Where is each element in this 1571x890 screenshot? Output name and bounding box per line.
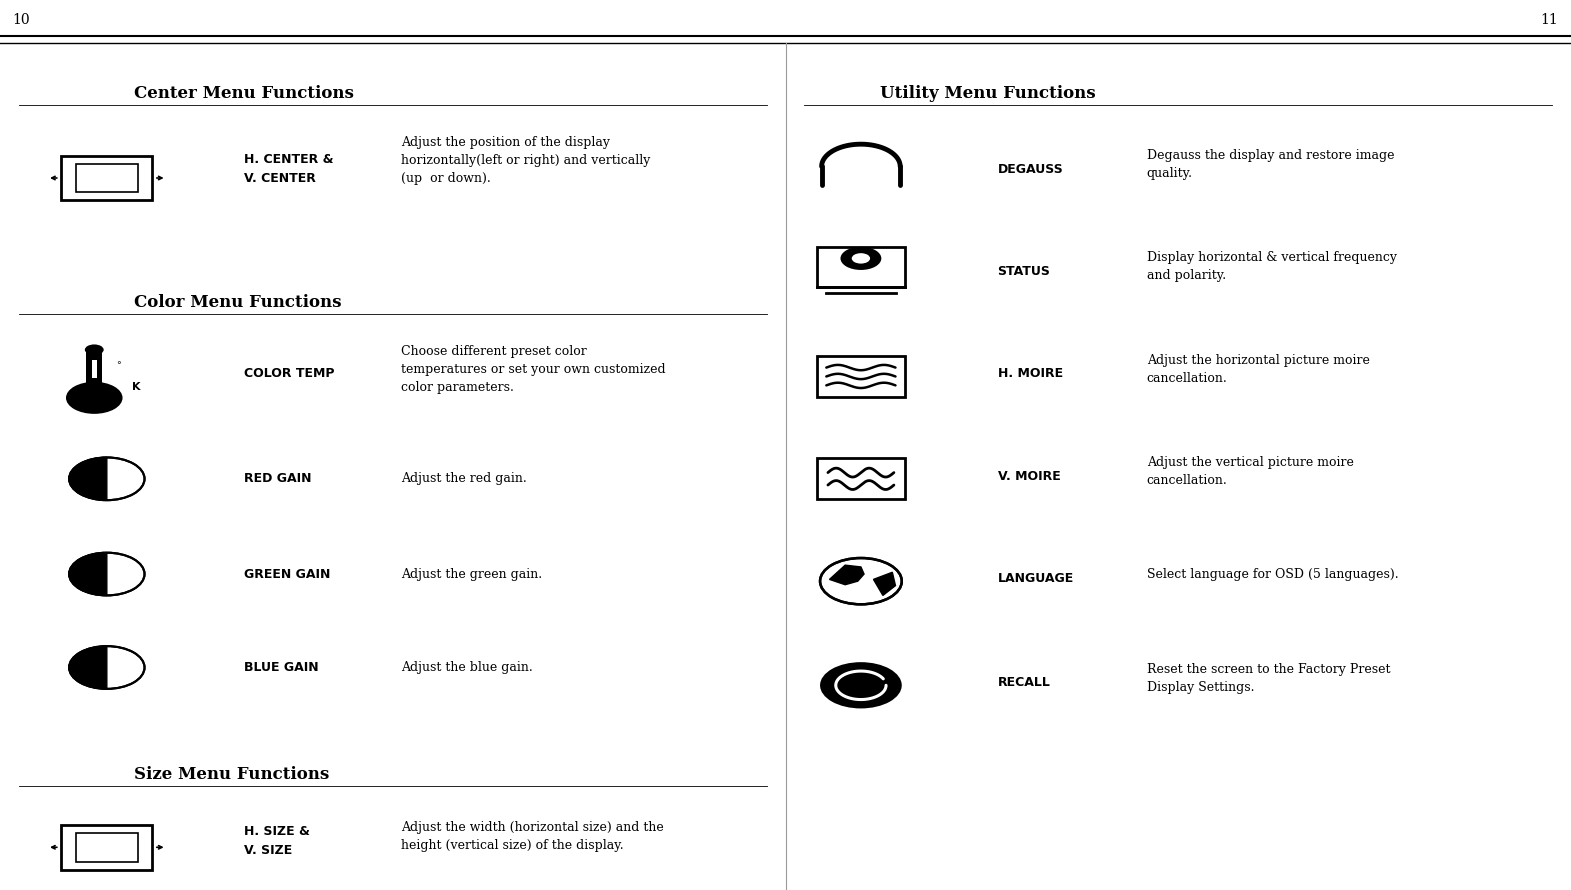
FancyBboxPatch shape — [817, 356, 905, 397]
Text: Adjust the position of the display
horizontally(left or right) and vertically
(u: Adjust the position of the display horiz… — [401, 135, 650, 185]
Text: H. CENTER &
V. CENTER: H. CENTER & V. CENTER — [244, 153, 333, 185]
Text: DEGAUSS: DEGAUSS — [998, 163, 1064, 175]
Text: RED GAIN: RED GAIN — [244, 473, 311, 485]
Polygon shape — [69, 646, 107, 689]
Text: Reset the screen to the Factory Preset
Display Settings.: Reset the screen to the Factory Preset D… — [1147, 663, 1390, 693]
Text: Choose different preset color
temperatures or set your own customized
color para: Choose different preset color temperatur… — [401, 344, 665, 394]
Circle shape — [820, 558, 902, 604]
Text: Color Menu Functions: Color Menu Functions — [134, 294, 341, 311]
FancyBboxPatch shape — [75, 164, 138, 192]
Circle shape — [85, 344, 104, 355]
Text: V. MOIRE: V. MOIRE — [998, 470, 1060, 482]
Text: LANGUAGE: LANGUAGE — [998, 572, 1075, 585]
Circle shape — [851, 253, 870, 263]
Text: Adjust the red gain.: Adjust the red gain. — [401, 473, 526, 485]
Circle shape — [69, 553, 145, 595]
Text: Adjust the blue gain.: Adjust the blue gain. — [401, 661, 533, 674]
Text: Adjust the green gain.: Adjust the green gain. — [401, 568, 542, 580]
Polygon shape — [873, 572, 895, 595]
FancyBboxPatch shape — [86, 352, 102, 385]
FancyBboxPatch shape — [817, 247, 905, 287]
Circle shape — [69, 457, 145, 500]
Text: H. MOIRE: H. MOIRE — [998, 368, 1062, 380]
Text: H. SIZE &
V. SIZE: H. SIZE & V. SIZE — [244, 825, 309, 857]
Text: Select language for OSD (5 languages).: Select language for OSD (5 languages). — [1147, 569, 1398, 581]
Text: 10: 10 — [13, 12, 30, 27]
Text: STATUS: STATUS — [998, 265, 1051, 278]
Text: °: ° — [116, 361, 121, 370]
Text: GREEN GAIN: GREEN GAIN — [244, 568, 330, 580]
FancyBboxPatch shape — [91, 360, 97, 378]
Polygon shape — [829, 565, 864, 585]
Circle shape — [69, 646, 145, 689]
Polygon shape — [69, 553, 107, 595]
Text: COLOR TEMP: COLOR TEMP — [244, 368, 335, 380]
FancyBboxPatch shape — [61, 825, 152, 870]
Text: Adjust the vertical picture moire
cancellation.: Adjust the vertical picture moire cancel… — [1147, 457, 1354, 487]
Text: Adjust the horizontal picture moire
cancellation.: Adjust the horizontal picture moire canc… — [1147, 354, 1370, 384]
Text: Size Menu Functions: Size Menu Functions — [134, 765, 328, 783]
Text: Adjust the width (horizontal size) and the
height (vertical size) of the display: Adjust the width (horizontal size) and t… — [401, 821, 663, 852]
Circle shape — [66, 382, 123, 414]
Circle shape — [840, 247, 881, 270]
FancyBboxPatch shape — [817, 458, 905, 499]
Text: 11: 11 — [1541, 12, 1558, 27]
Text: BLUE GAIN: BLUE GAIN — [244, 661, 319, 674]
Text: RECALL: RECALL — [998, 676, 1051, 689]
FancyBboxPatch shape — [75, 833, 138, 862]
Text: Degauss the display and restore image
quality.: Degauss the display and restore image qu… — [1147, 150, 1395, 180]
Text: Utility Menu Functions: Utility Menu Functions — [880, 85, 1095, 102]
Circle shape — [820, 662, 902, 708]
Polygon shape — [69, 457, 107, 500]
FancyBboxPatch shape — [61, 156, 152, 200]
Text: Display horizontal & vertical frequency
and polarity.: Display horizontal & vertical frequency … — [1147, 252, 1397, 282]
Text: K: K — [132, 382, 140, 392]
Text: Center Menu Functions: Center Menu Functions — [134, 85, 353, 102]
